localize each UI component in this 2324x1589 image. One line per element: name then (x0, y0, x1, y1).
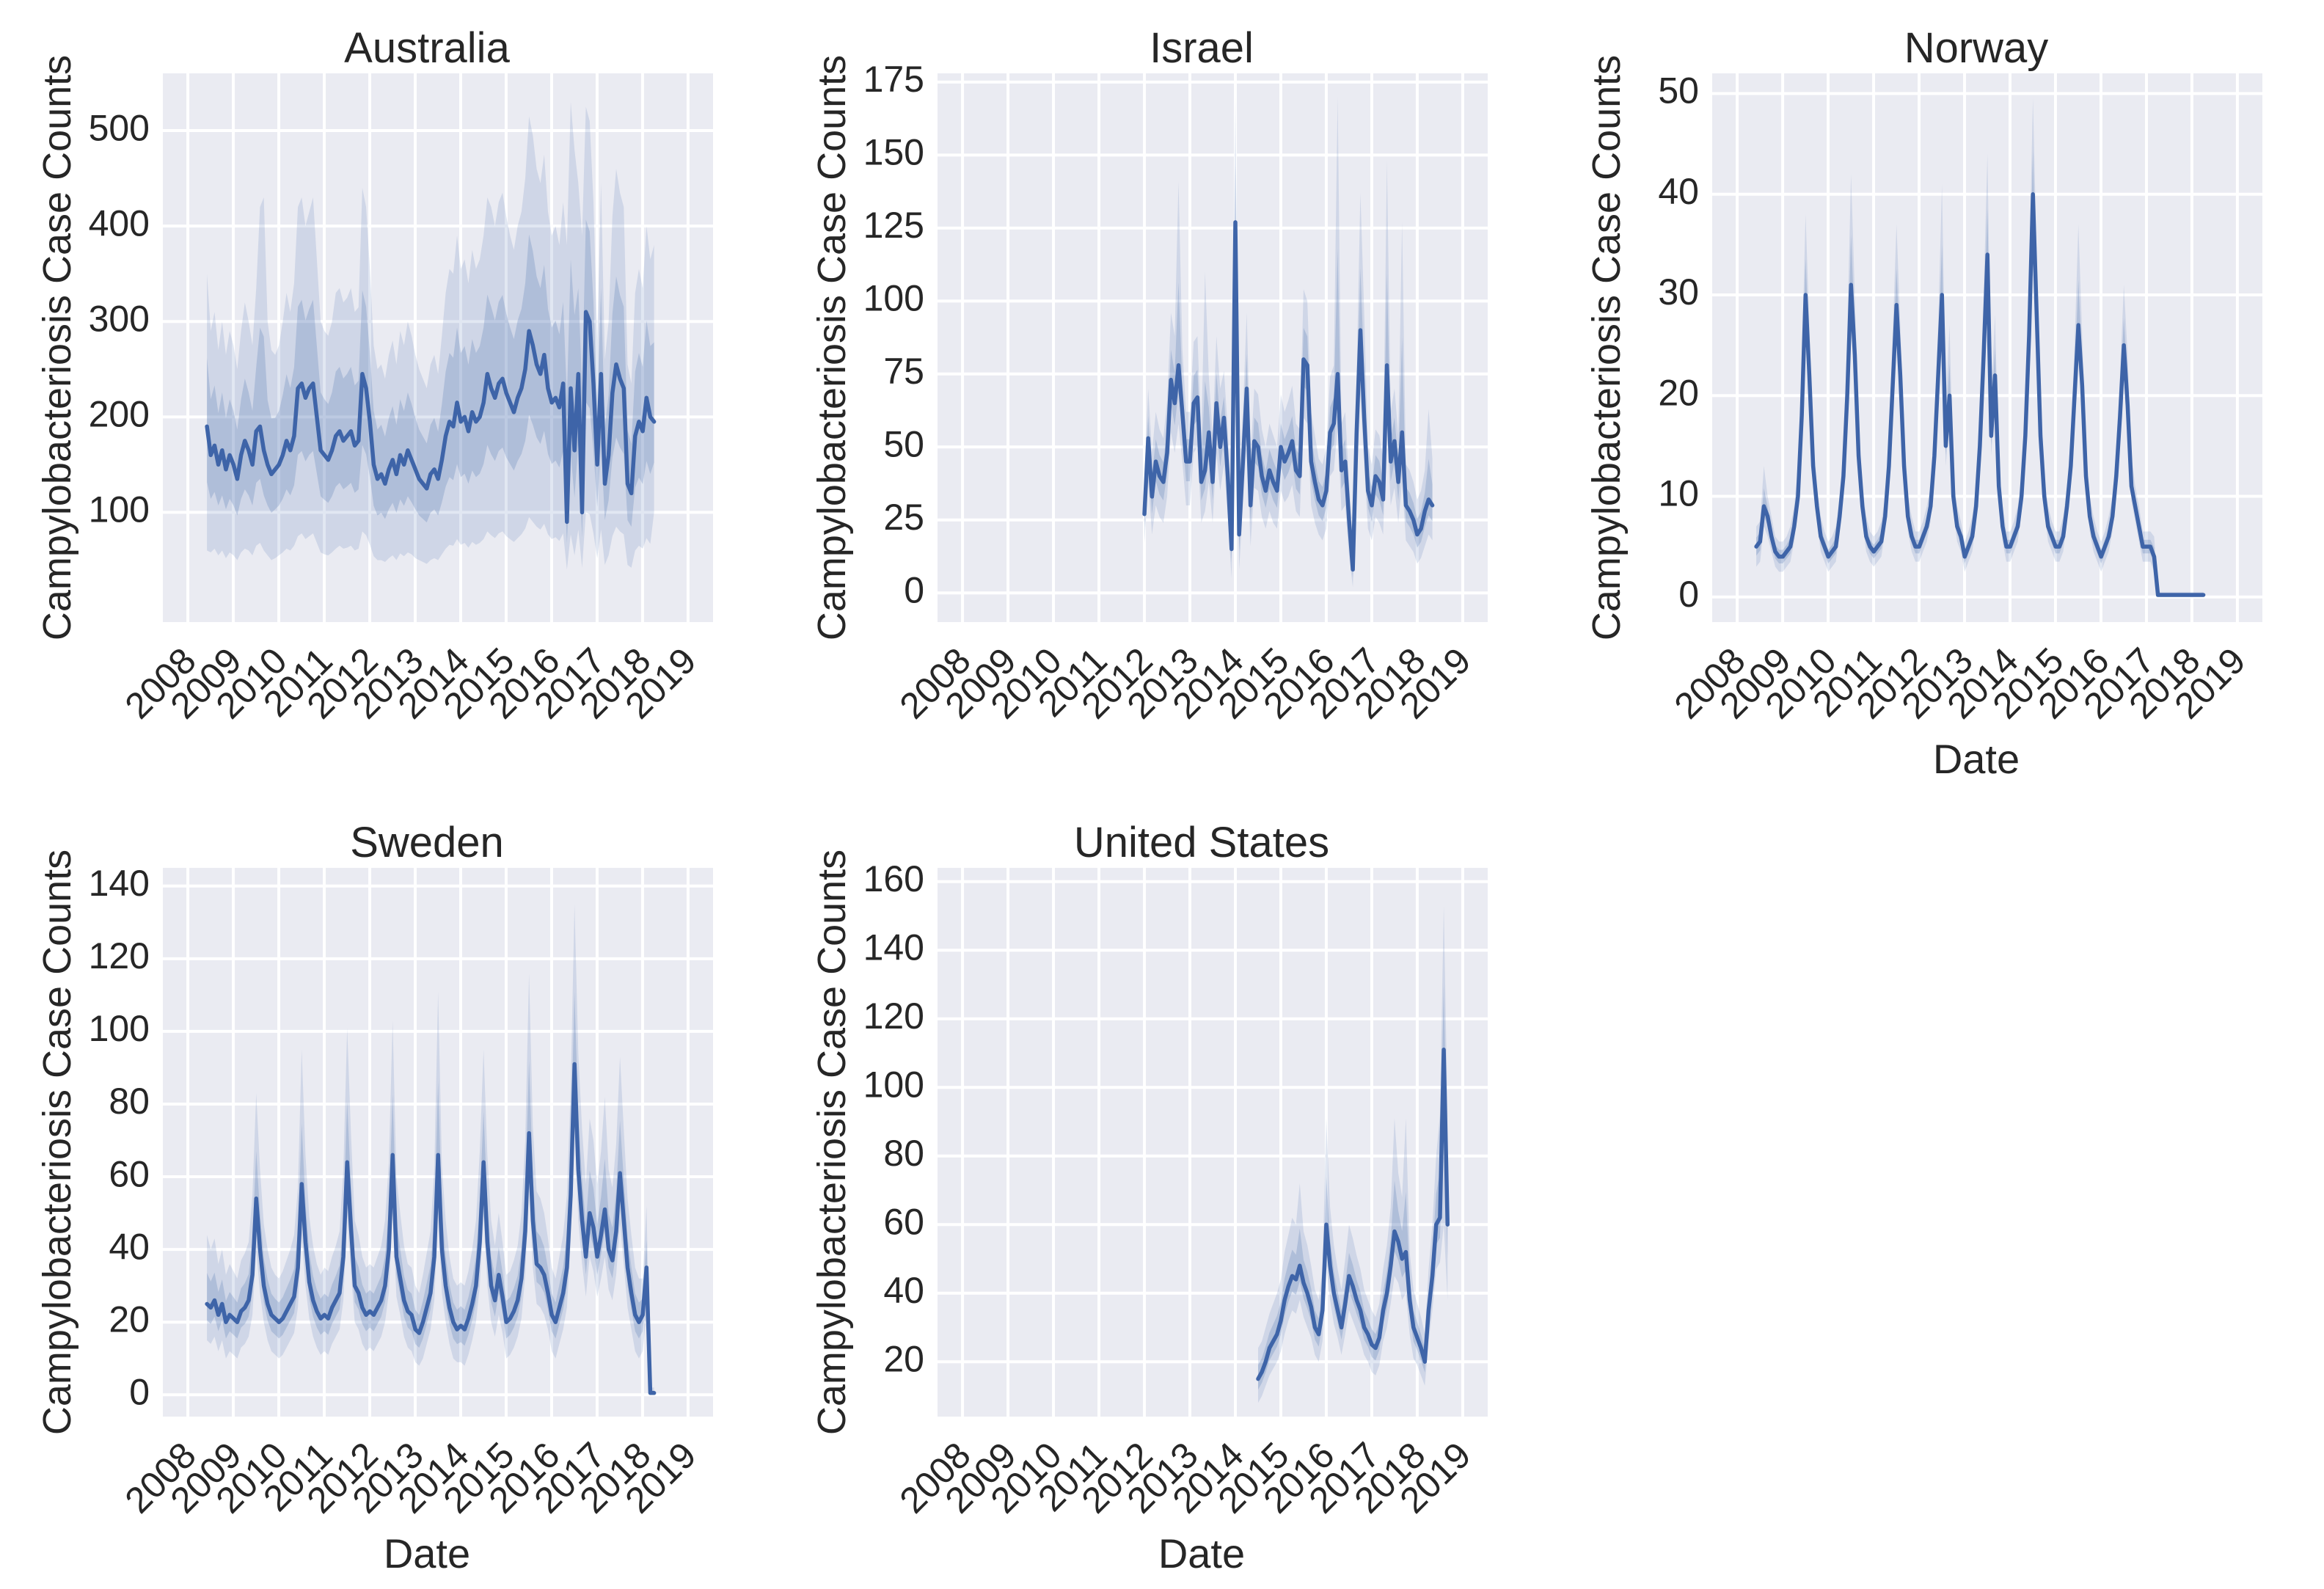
svg-text:75: 75 (883, 351, 924, 392)
y-axis-label-australia: Campylobacteriosis Case Counts (35, 54, 79, 641)
svg-text:80: 80 (109, 1081, 150, 1122)
svg-text:50: 50 (883, 423, 924, 464)
chart-title-sweden: Sweden (350, 819, 504, 866)
svg-text:40: 40 (883, 1270, 924, 1311)
svg-text:25: 25 (883, 497, 924, 538)
svg-text:60: 60 (883, 1201, 924, 1242)
chart-united-states-plot: 2040608010012014016020082009201020112012… (863, 858, 1488, 1521)
svg-text:100: 100 (863, 278, 924, 319)
chart-israel-plot: 0255075100125150175200820092010201120122… (863, 59, 1488, 726)
panel-sweden: Sweden Campylobacteriosis Case Counts 0 2… (0, 794, 775, 1589)
chart-title-israel: Israel (1150, 24, 1254, 72)
chart-norway-plot: 0102030405020082009201020112012201320142… (1658, 70, 2262, 726)
svg-text:50: 50 (1658, 70, 1699, 112)
chart-sweden-plot: 0204060801001201402008200920102011201220… (89, 863, 713, 1521)
svg-text:150: 150 (863, 132, 924, 173)
svg-text:40: 40 (109, 1226, 150, 1267)
svg-text:140: 140 (89, 863, 150, 904)
svg-text:40: 40 (1658, 171, 1699, 212)
svg-text:120: 120 (89, 935, 150, 976)
svg-text:20: 20 (883, 1338, 924, 1379)
x-axis-label-united-states: Date (1158, 1530, 1246, 1577)
svg-text:500: 500 (89, 107, 150, 148)
svg-text:0: 0 (129, 1371, 150, 1412)
y-axis-label-norway: Campylobacteriosis Case Counts (1585, 54, 1629, 641)
svg-text:0: 0 (1678, 574, 1699, 615)
chart-australia-plot: 1002003004005002008200920102011201220132… (89, 73, 713, 726)
svg-text:0: 0 (904, 569, 924, 610)
svg-text:30: 30 (1658, 271, 1699, 313)
chart-title-norway: Norway (1904, 24, 2049, 72)
chart-title-united-states: United States (1073, 819, 1330, 866)
y-axis-label-israel: Campylobacteriosis Case Counts (810, 54, 854, 641)
svg-text:400: 400 (89, 202, 150, 244)
svg-text:200: 200 (89, 394, 150, 435)
svg-text:125: 125 (863, 205, 924, 246)
svg-text:80: 80 (883, 1133, 924, 1174)
svg-text:20: 20 (109, 1298, 150, 1340)
y-axis-label-sweden: Campylobacteriosis Case Counts (35, 849, 79, 1436)
svg-text:100: 100 (89, 489, 150, 530)
svg-text:120: 120 (863, 996, 924, 1037)
panel-israel: Israel Campylobacteriosis Case Counts 0 2… (775, 0, 1549, 794)
y-axis-label-united-states: Campylobacteriosis Case Counts (810, 849, 854, 1436)
svg-text:140: 140 (863, 927, 924, 968)
panel-australia: Australia Campylobacteriosis Case Counts… (0, 0, 775, 794)
svg-text:100: 100 (89, 1008, 150, 1049)
svg-text:10: 10 (1658, 473, 1699, 514)
panel-empty (1549, 794, 2324, 1589)
svg-text:175: 175 (863, 59, 924, 100)
x-axis-label-sweden: Date (383, 1530, 471, 1577)
svg-text:160: 160 (863, 858, 924, 899)
svg-text:100: 100 (863, 1064, 924, 1105)
svg-text:20: 20 (1658, 372, 1699, 413)
x-axis-label-norway: Date (1932, 736, 2020, 782)
svg-text:60: 60 (109, 1153, 150, 1194)
svg-text:300: 300 (89, 298, 150, 339)
chart-title-australia: Australia (344, 24, 510, 72)
panel-united-states: United States Campylobacteriosis Case Co… (775, 794, 1549, 1589)
panel-norway: Norway Campylobacteriosis Case Counts 0 1… (1549, 0, 2324, 794)
